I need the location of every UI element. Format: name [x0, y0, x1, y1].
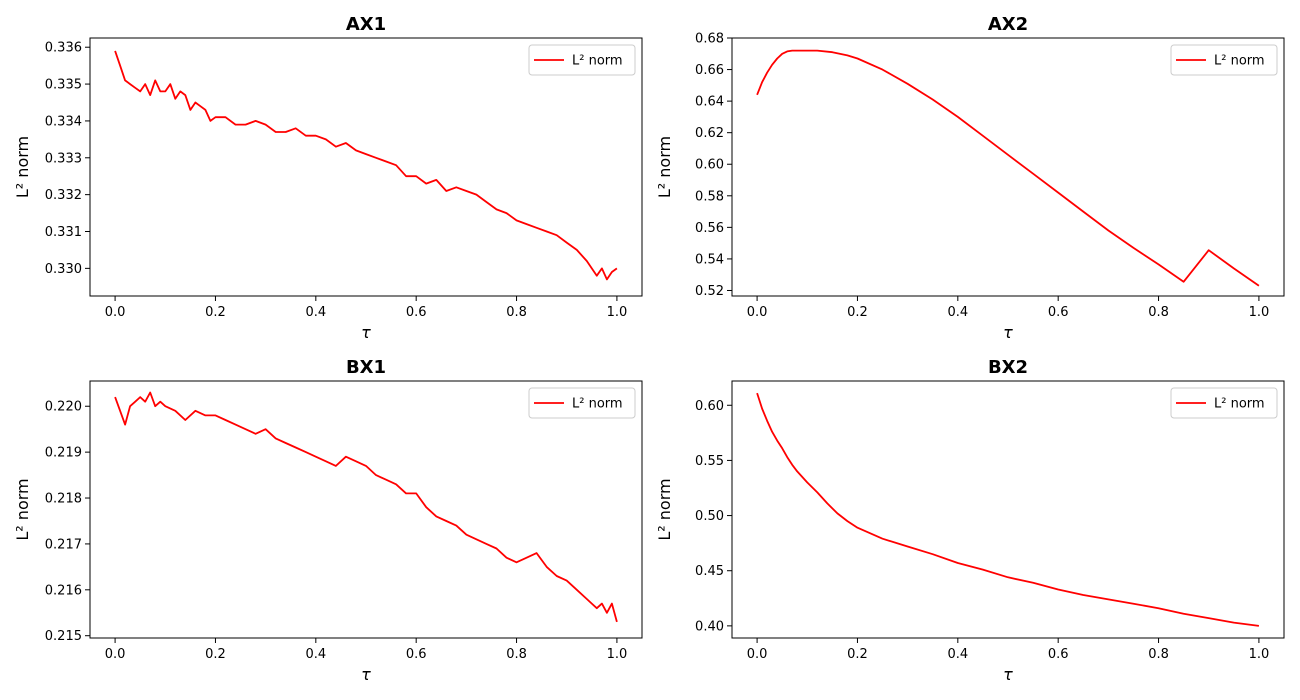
axes-frame: [89, 380, 643, 639]
x-tick-label: 0.0: [105, 647, 126, 662]
y-tick-label: 0.334: [45, 114, 82, 129]
legend: L² norm: [528, 44, 636, 76]
legend-box: [1170, 44, 1278, 76]
x-tick-label: 0.6: [406, 647, 427, 662]
x-tick-label: 0.8: [506, 647, 527, 662]
chart-panel-2: 0.0 0.2 0.4 0.6 0.8 1.0 0.52 0.54 0.56 0.58 0.60 0.…: [655, 14, 1285, 342]
legend-box: [528, 44, 636, 76]
axes-frame: [89, 37, 643, 297]
x-tick-label: 0.6: [1048, 305, 1069, 320]
legend-box: [528, 387, 636, 419]
legend-label: L² norm: [1214, 54, 1265, 69]
legend-box: [1170, 387, 1278, 419]
axes-frame: [731, 37, 1285, 297]
x-tick-label: 0.2: [205, 305, 226, 320]
y-tick-label: 0.217: [45, 537, 82, 552]
x-tick-label: 1.0: [1249, 305, 1270, 320]
chart-title: BX2: [988, 357, 1028, 378]
y-tick-label: 0.50: [695, 509, 724, 524]
y-tick-label: 0.330: [45, 262, 82, 277]
y-tick-label: 0.332: [45, 188, 82, 203]
x-tick-label: 0.6: [1048, 647, 1069, 662]
y-tick-label: 0.66: [695, 63, 724, 78]
y-tick-label: 0.68: [695, 32, 724, 47]
x-tick-label: 0.4: [947, 647, 968, 662]
y-tick-label: 0.331: [45, 225, 82, 240]
legend: L² norm: [1170, 44, 1278, 76]
x-axis-label: τ: [1003, 323, 1013, 342]
x-tick-label: 0.2: [847, 305, 868, 320]
legend-label: L² norm: [572, 397, 623, 412]
chart-title: AX2: [988, 14, 1028, 35]
x-axis-label: τ: [361, 323, 371, 342]
y-axis-label: L² norm: [13, 136, 32, 198]
axes-frame: [731, 380, 1285, 639]
series-line: [114, 50, 618, 281]
y-tick-label: 0.60: [695, 158, 724, 173]
x-tick-label: 0.4: [305, 647, 326, 662]
y-axis-label: L² norm: [655, 478, 674, 540]
x-tick-label: 0.8: [1148, 647, 1169, 662]
y-axis-label: L² norm: [655, 136, 674, 198]
x-tick-label: 1.0: [607, 305, 628, 320]
y-tick-label: 0.60: [695, 399, 724, 414]
y-tick-label: 0.215: [45, 629, 82, 644]
y-tick-label: 0.52: [695, 284, 724, 299]
y-tick-label: 0.333: [45, 151, 82, 166]
y-tick-label: 0.220: [45, 400, 82, 415]
y-tick-label: 0.55: [695, 454, 724, 469]
y-tick-label: 0.54: [695, 252, 724, 267]
x-tick-label: 0.4: [305, 305, 326, 320]
y-tick-label: 0.56: [695, 221, 724, 236]
x-axis-label: τ: [361, 665, 371, 684]
x-tick-label: 0.4: [947, 305, 968, 320]
y-tick-label: 0.336: [45, 41, 82, 56]
x-tick-label: 0.2: [847, 647, 868, 662]
y-tick-label: 0.62: [695, 126, 724, 141]
chart-title: AX1: [346, 14, 386, 35]
series-line: [114, 391, 618, 623]
legend: L² norm: [1170, 387, 1278, 419]
legend-label: L² norm: [1214, 397, 1265, 412]
chart-panel-3: 0.0 0.2 0.4 0.6 0.8 1.0 0.215 0.216 0.217 0.218 0.…: [13, 357, 643, 684]
y-tick-label: 0.216: [45, 583, 82, 598]
x-axis-label: τ: [1003, 665, 1013, 684]
y-tick-label: 0.335: [45, 78, 82, 93]
x-tick-label: 0.6: [406, 305, 427, 320]
x-tick-label: 0.2: [205, 647, 226, 662]
x-tick-label: 0.0: [747, 305, 768, 320]
y-axis-label: L² norm: [13, 478, 32, 540]
legend: L² norm: [528, 387, 636, 419]
y-tick-label: 0.64: [695, 95, 724, 110]
series-line: [756, 49, 1260, 287]
y-tick-label: 0.219: [45, 446, 82, 461]
chart-panel-1: 0.0 0.2 0.4 0.6 0.8 1.0 0.330 0.331 0.332 0.333 0.…: [13, 14, 643, 342]
x-tick-label: 1.0: [1249, 647, 1270, 662]
y-tick-label: 0.218: [45, 492, 82, 507]
x-tick-label: 0.0: [747, 647, 768, 662]
x-tick-label: 1.0: [607, 647, 628, 662]
y-tick-label: 0.58: [695, 189, 724, 204]
y-tick-label: 0.40: [695, 619, 724, 634]
y-tick-label: 0.45: [695, 564, 724, 579]
x-tick-label: 0.0: [105, 305, 126, 320]
x-tick-label: 0.8: [1148, 305, 1169, 320]
series-line: [756, 392, 1260, 627]
chart-panel-4: 0.0 0.2 0.4 0.6 0.8 1.0 0.40 0.45 0.50 0.55 0.60 BX…: [655, 357, 1285, 684]
x-tick-label: 0.8: [506, 305, 527, 320]
legend-label: L² norm: [572, 54, 623, 69]
chart-title: BX1: [346, 357, 386, 378]
